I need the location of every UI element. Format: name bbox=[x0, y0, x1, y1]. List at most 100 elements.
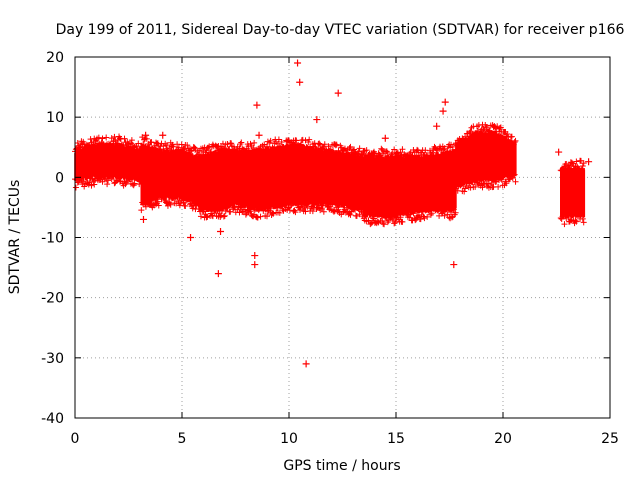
band-edge-point bbox=[366, 211, 373, 218]
band-edge-point bbox=[72, 146, 79, 153]
band-edge-point bbox=[335, 206, 342, 213]
band-edge-point bbox=[257, 213, 264, 220]
band-edge-point bbox=[114, 140, 121, 147]
band-edge-point bbox=[186, 196, 193, 203]
band-edge-point bbox=[81, 140, 88, 147]
band-edge-point bbox=[504, 130, 511, 137]
band-edge-point bbox=[439, 209, 446, 216]
band-edge-point bbox=[74, 179, 81, 186]
outlier-point bbox=[159, 131, 167, 139]
band-edge-point bbox=[426, 155, 433, 162]
band-edge-point bbox=[237, 204, 244, 211]
band-edge-point bbox=[297, 141, 304, 148]
band-edge-point bbox=[143, 135, 150, 142]
band-edge-point bbox=[463, 137, 470, 144]
band-edge-point bbox=[387, 154, 394, 161]
band-edge-point bbox=[364, 155, 371, 162]
data-band bbox=[557, 157, 587, 228]
band-edge-point bbox=[226, 146, 233, 153]
outlier-point bbox=[439, 107, 447, 115]
band-edge-point bbox=[435, 151, 442, 158]
outlier-point bbox=[302, 360, 310, 368]
band-edge-point bbox=[488, 179, 495, 186]
x-tick-label: 20 bbox=[494, 431, 512, 447]
band-edge-point bbox=[235, 150, 242, 157]
band-edge-point bbox=[512, 137, 519, 144]
band-edge-point bbox=[83, 174, 90, 181]
band-edge-point bbox=[300, 145, 307, 152]
band-edge-point bbox=[214, 207, 221, 214]
band-edge-point bbox=[233, 199, 240, 206]
band-edge-point bbox=[320, 144, 327, 151]
band-edge-point bbox=[221, 144, 228, 151]
band-edge-point bbox=[566, 164, 573, 171]
band-edge-point bbox=[309, 208, 316, 215]
band-edge-point bbox=[239, 209, 246, 216]
outlier-point bbox=[450, 261, 458, 269]
band-edge-point bbox=[428, 210, 435, 217]
band-edge-point bbox=[190, 202, 197, 209]
band-edge-point bbox=[198, 204, 205, 211]
band-edge-point bbox=[304, 144, 311, 151]
band-edge-point bbox=[109, 142, 116, 149]
band-edge-point bbox=[479, 184, 486, 191]
band-strokes bbox=[198, 148, 258, 213]
band-edge-point bbox=[392, 219, 399, 226]
band-edge-point bbox=[308, 146, 315, 153]
band-edge-point bbox=[154, 198, 161, 205]
band-edge-point bbox=[134, 175, 141, 182]
band-edge-point bbox=[118, 172, 125, 179]
outlier-point bbox=[381, 134, 389, 142]
band-edge-point bbox=[450, 206, 457, 213]
band-edge-point bbox=[141, 136, 148, 143]
band-edge-point bbox=[422, 147, 429, 154]
band-edge-point bbox=[220, 213, 227, 220]
band-edge-point bbox=[347, 211, 354, 218]
band-edge-point bbox=[495, 133, 502, 140]
band-edge-point bbox=[254, 214, 261, 221]
band-edge-point bbox=[564, 210, 571, 217]
band-edge-point bbox=[374, 218, 381, 225]
band-edge-point bbox=[197, 213, 204, 220]
band-edge-point bbox=[292, 209, 299, 216]
band-edge-point bbox=[370, 215, 377, 222]
band-edge-point bbox=[409, 152, 416, 159]
band-edge-point bbox=[263, 143, 270, 150]
band-edge-point bbox=[189, 205, 196, 212]
band-edge-point bbox=[205, 144, 212, 151]
band-edge-point bbox=[263, 147, 270, 154]
outlier-point bbox=[294, 59, 302, 67]
band-edge-point bbox=[165, 149, 172, 156]
band-edge-point bbox=[299, 136, 306, 143]
band-edge-point bbox=[320, 208, 327, 215]
data-band bbox=[72, 133, 145, 191]
band-strokes bbox=[560, 166, 586, 219]
band-edge-point bbox=[314, 148, 321, 155]
band-edge-point bbox=[463, 183, 470, 190]
x-tick-label: 5 bbox=[178, 431, 187, 447]
band-edge-point bbox=[412, 217, 419, 224]
band-edge-point bbox=[267, 137, 274, 144]
x-axis-label: GPS time / hours bbox=[283, 458, 400, 474]
band-edge-point bbox=[105, 177, 112, 184]
band-edge-point bbox=[170, 143, 177, 150]
band-edge-point bbox=[131, 180, 138, 187]
data-band bbox=[138, 134, 202, 214]
band-edge-point bbox=[496, 128, 503, 135]
outlier-point bbox=[251, 252, 259, 260]
y-tick-label: -40 bbox=[41, 411, 64, 427]
band-edge-point bbox=[347, 143, 354, 150]
band-edge-point bbox=[130, 144, 137, 151]
band-edge-point bbox=[425, 154, 432, 161]
band-edge-point bbox=[208, 148, 215, 155]
x-tick-label: 10 bbox=[280, 431, 298, 447]
x-tick-label: 0 bbox=[71, 431, 80, 447]
band-strokes bbox=[140, 142, 200, 206]
band-edge-point bbox=[207, 149, 214, 156]
band-edge-point bbox=[569, 212, 576, 219]
band-edge-point bbox=[508, 133, 515, 140]
band-edge-point bbox=[74, 140, 81, 147]
band-edge-point bbox=[379, 217, 386, 224]
band-edge-point bbox=[511, 171, 518, 178]
